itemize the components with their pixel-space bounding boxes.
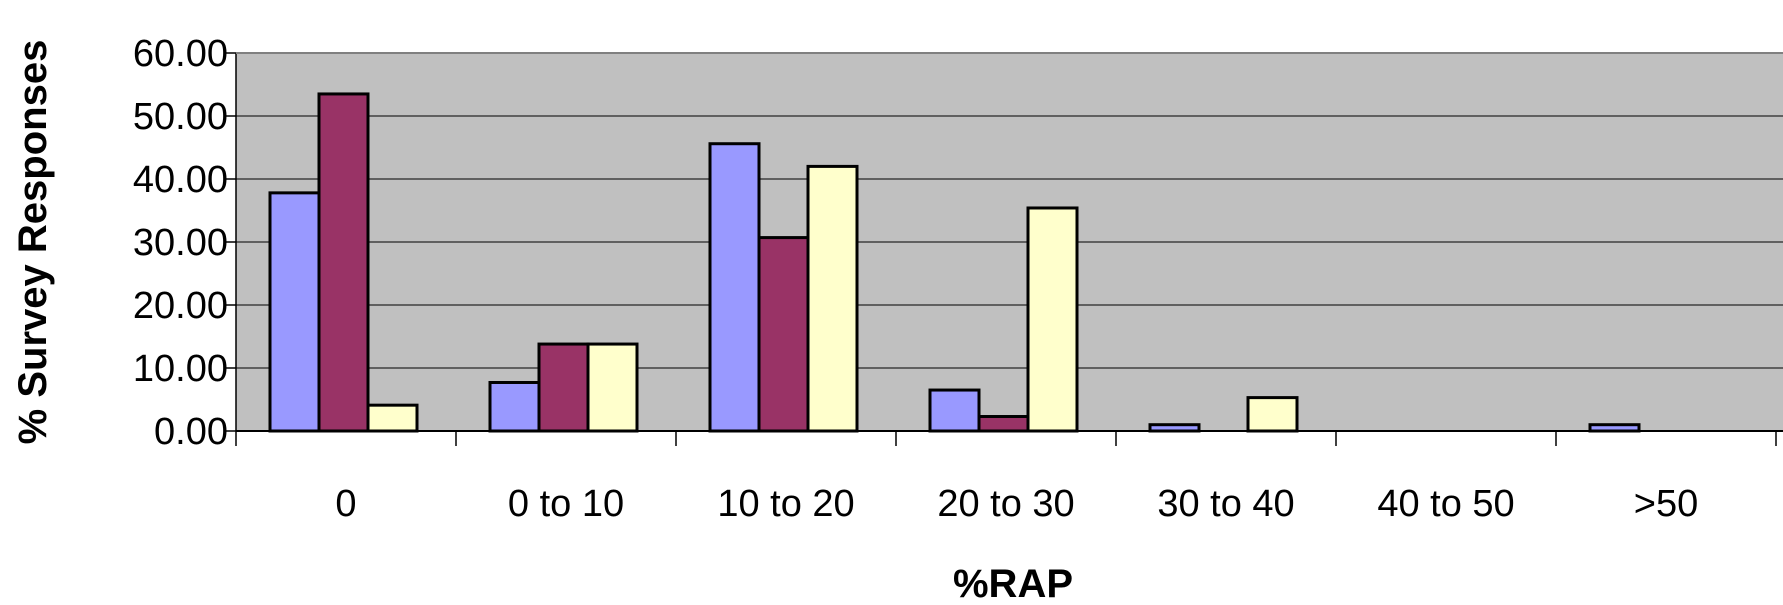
bar <box>317 92 370 433</box>
x-tick-label: 20 to 30 <box>937 483 1074 525</box>
bar <box>268 191 321 433</box>
x-tick-label: 0 <box>335 483 356 525</box>
bars <box>268 92 1641 433</box>
bar <box>757 236 810 433</box>
y-tick-label: 30.00 <box>133 222 228 264</box>
bar <box>1246 396 1299 433</box>
x-axis-title: %RAP <box>953 562 1073 605</box>
bar <box>1026 206 1079 433</box>
bar <box>977 415 1030 433</box>
y-tick-label: 20.00 <box>133 285 228 327</box>
x-tick-label: >50 <box>1634 483 1698 525</box>
x-tick-label: 10 to 20 <box>717 483 854 525</box>
y-tick-label: 60.00 <box>133 33 228 75</box>
bar <box>488 380 541 433</box>
y-tick-labels: 0.00 10.00 20.00 30.00 40.00 50.00 60.00 <box>133 33 228 453</box>
x-tick-label: 40 to 50 <box>1377 483 1514 525</box>
bar <box>708 142 761 433</box>
y-tick-label: 40.00 <box>133 159 228 201</box>
y-tick-label: 50.00 <box>133 96 228 138</box>
y-tick-label: 10.00 <box>133 348 228 390</box>
bar <box>586 342 639 433</box>
bar <box>366 403 419 433</box>
y-tick-label: 0.00 <box>154 411 228 453</box>
x-tick-label: 30 to 40 <box>1157 483 1294 525</box>
bar <box>806 164 859 433</box>
x-tick-labels: 0 0 to 10 10 to 20 20 to 30 30 to 40 40 to 50… <box>335 483 1698 525</box>
bar <box>537 342 590 433</box>
y-axis-title: % Survey Responses <box>11 40 55 445</box>
x-tick-label: 0 to 10 <box>508 483 624 525</box>
axes <box>226 52 1783 446</box>
bar <box>928 388 981 433</box>
